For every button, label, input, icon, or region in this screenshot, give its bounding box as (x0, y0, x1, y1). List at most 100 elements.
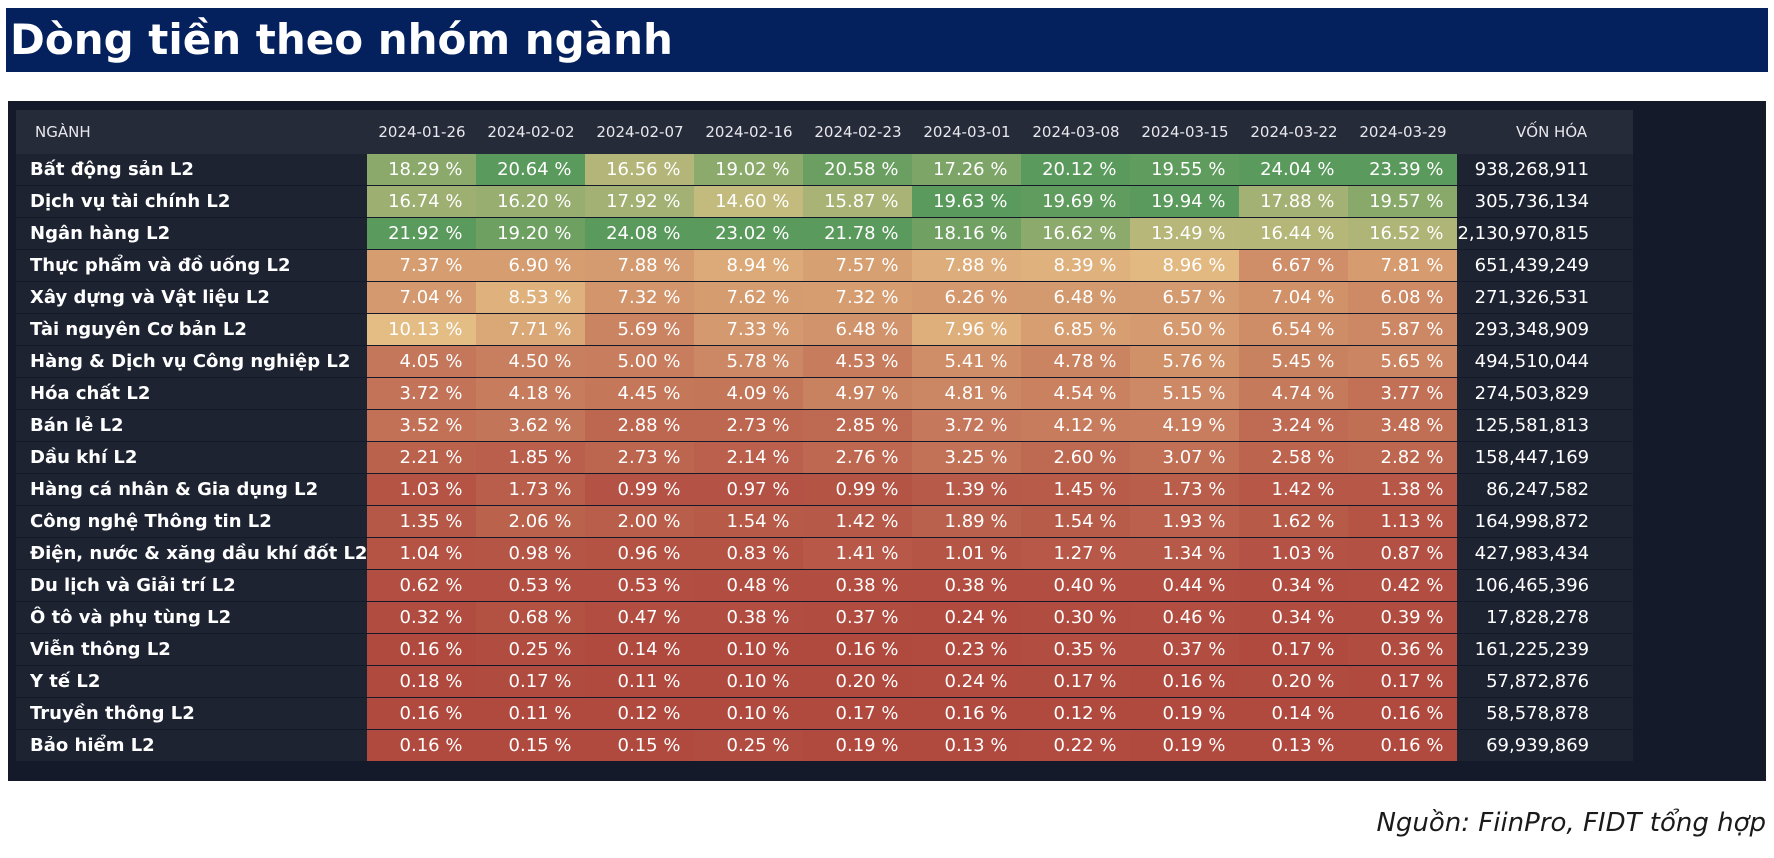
heat-cell: 0.35 % (1021, 633, 1131, 666)
heat-cell: 4.78 % (1021, 345, 1131, 378)
heat-cell: 19.20 % (476, 217, 586, 250)
heat-cell: 4.74 % (1239, 377, 1349, 410)
table-row: Tài nguyên Cơ bản L2 10.13 % 7.71 % 5.69 % 7… (16, 313, 1634, 346)
heatmap-table: NGÀNH 2024-01-26 2024-02-02 2024-02-07 2… (16, 110, 1634, 762)
heat-cell: 1.42 % (803, 505, 913, 538)
heat-cell: 0.12 % (1021, 697, 1131, 730)
table-row: Điện, nước & xăng dầu khí đốt L2 1.04 % 0.… (16, 537, 1634, 570)
row-gap (1613, 505, 1634, 538)
heat-cell: 0.38 % (912, 569, 1022, 602)
heat-cell: 5.78 % (694, 345, 804, 378)
heat-cell: 4.09 % (694, 377, 804, 410)
heat-cell: 1.93 % (1130, 505, 1240, 538)
heat-cell: 7.88 % (912, 249, 1022, 282)
market-cap-cell: 651,439,249 (1457, 249, 1614, 282)
heat-cell: 0.53 % (476, 569, 586, 602)
table-row: Xây dựng và Vật liệu L2 7.04 % 8.53 % 7.32 … (16, 281, 1634, 314)
heat-cell: 0.16 % (1348, 729, 1458, 762)
heat-cell: 6.85 % (1021, 313, 1131, 346)
heat-cell: 0.19 % (803, 729, 913, 762)
heat-cell: 0.16 % (912, 697, 1022, 730)
heat-cell: 4.53 % (803, 345, 913, 378)
market-cap-cell: 293,348,909 (1457, 313, 1614, 346)
heat-cell: 3.72 % (367, 377, 477, 410)
heat-cell: 1.03 % (1239, 537, 1349, 570)
heat-cell: 0.15 % (585, 729, 695, 762)
heat-cell: 2.21 % (367, 441, 477, 474)
source-note: Nguồn: FiinPro, FIDT tổng hợp (1376, 808, 1766, 838)
date-header: 2024-02-16 (694, 110, 804, 154)
heat-cell: 0.44 % (1130, 569, 1240, 602)
heat-cell: 0.22 % (1021, 729, 1131, 762)
market-cap-cell: 494,510,044 (1457, 345, 1614, 378)
heat-cell: 1.41 % (803, 537, 913, 570)
sector-label: Ô tô và phụ tùng L2 (16, 601, 368, 634)
heat-cell: 4.45 % (585, 377, 695, 410)
heat-cell: 5.45 % (1239, 345, 1349, 378)
heat-cell: 2.58 % (1239, 441, 1349, 474)
heat-cell: 0.10 % (694, 633, 804, 666)
heat-cell: 7.32 % (585, 281, 695, 314)
heat-cell: 0.25 % (476, 633, 586, 666)
heat-cell: 4.05 % (367, 345, 477, 378)
heat-cell: 1.13 % (1348, 505, 1458, 538)
heatmap-panel: NGÀNH 2024-01-26 2024-02-02 2024-02-07 2… (8, 101, 1766, 781)
heat-cell: 21.78 % (803, 217, 913, 250)
row-gap (1613, 217, 1634, 250)
sector-label: Tài nguyên Cơ bản L2 (16, 313, 368, 346)
heat-cell: 0.16 % (803, 633, 913, 666)
market-cap-cell: 164,998,872 (1457, 505, 1614, 538)
table-row: Công nghệ Thông tin L2 1.35 % 2.06 % 2.00 %… (16, 505, 1634, 538)
market-cap-cell: 274,503,829 (1457, 377, 1614, 410)
heat-cell: 19.02 % (694, 154, 804, 186)
heat-cell: 6.67 % (1239, 249, 1349, 282)
heat-cell: 16.62 % (1021, 217, 1131, 250)
heat-cell: 7.62 % (694, 281, 804, 314)
heat-cell: 6.48 % (803, 313, 913, 346)
heat-cell: 7.04 % (367, 281, 477, 314)
row-gap (1613, 441, 1634, 474)
row-gap (1613, 313, 1634, 346)
heat-cell: 6.90 % (476, 249, 586, 282)
sector-label: Điện, nước & xăng dầu khí đốt L2 (16, 537, 368, 570)
heat-cell: 3.25 % (912, 441, 1022, 474)
heat-cell: 0.16 % (1130, 665, 1240, 698)
heat-cell: 16.74 % (367, 185, 477, 218)
market-cap-cell: 86,247,582 (1457, 473, 1614, 506)
heat-cell: 2.85 % (803, 409, 913, 442)
heat-cell: 2.88 % (585, 409, 695, 442)
sector-label: Hàng cá nhân & Gia dụng L2 (16, 473, 368, 506)
row-gap (1613, 633, 1634, 666)
heat-cell: 6.50 % (1130, 313, 1240, 346)
heat-cell: 20.58 % (803, 154, 913, 186)
heat-cell: 7.81 % (1348, 249, 1458, 282)
heat-cell: 2.14 % (694, 441, 804, 474)
market-cap-cell: 57,872,876 (1457, 665, 1614, 698)
market-cap-cell: 158,447,169 (1457, 441, 1614, 474)
heat-cell: 0.16 % (367, 697, 477, 730)
heat-cell: 16.20 % (476, 185, 586, 218)
heat-cell: 16.52 % (1348, 217, 1458, 250)
row-gap (1613, 281, 1634, 314)
heat-cell: 2.82 % (1348, 441, 1458, 474)
heat-cell: 6.08 % (1348, 281, 1458, 314)
heat-cell: 3.62 % (476, 409, 586, 442)
table-row: Ô tô và phụ tùng L2 0.32 % 0.68 % 0.47 % 0.3… (16, 601, 1634, 634)
heat-cell: 0.17 % (1348, 665, 1458, 698)
heat-cell: 18.29 % (367, 154, 477, 186)
date-header: 2024-03-08 (1021, 110, 1131, 154)
sector-label: Thực phẩm và đồ uống L2 (16, 249, 368, 282)
heat-cell: 19.94 % (1130, 185, 1240, 218)
heat-cell: 1.34 % (1130, 537, 1240, 570)
sector-label: Dịch vụ tài chính L2 (16, 185, 368, 218)
heat-cell: 5.69 % (585, 313, 695, 346)
market-cap-cell: 161,225,239 (1457, 633, 1614, 666)
sector-label: Xây dựng và Vật liệu L2 (16, 281, 368, 314)
row-gap (1613, 665, 1634, 698)
sector-label: Bảo hiểm L2 (16, 729, 368, 762)
heat-cell: 17.88 % (1239, 185, 1349, 218)
row-gap (1613, 729, 1634, 762)
heat-cell: 3.24 % (1239, 409, 1349, 442)
market-cap-cell: 125,581,813 (1457, 409, 1614, 442)
heat-cell: 1.27 % (1021, 537, 1131, 570)
